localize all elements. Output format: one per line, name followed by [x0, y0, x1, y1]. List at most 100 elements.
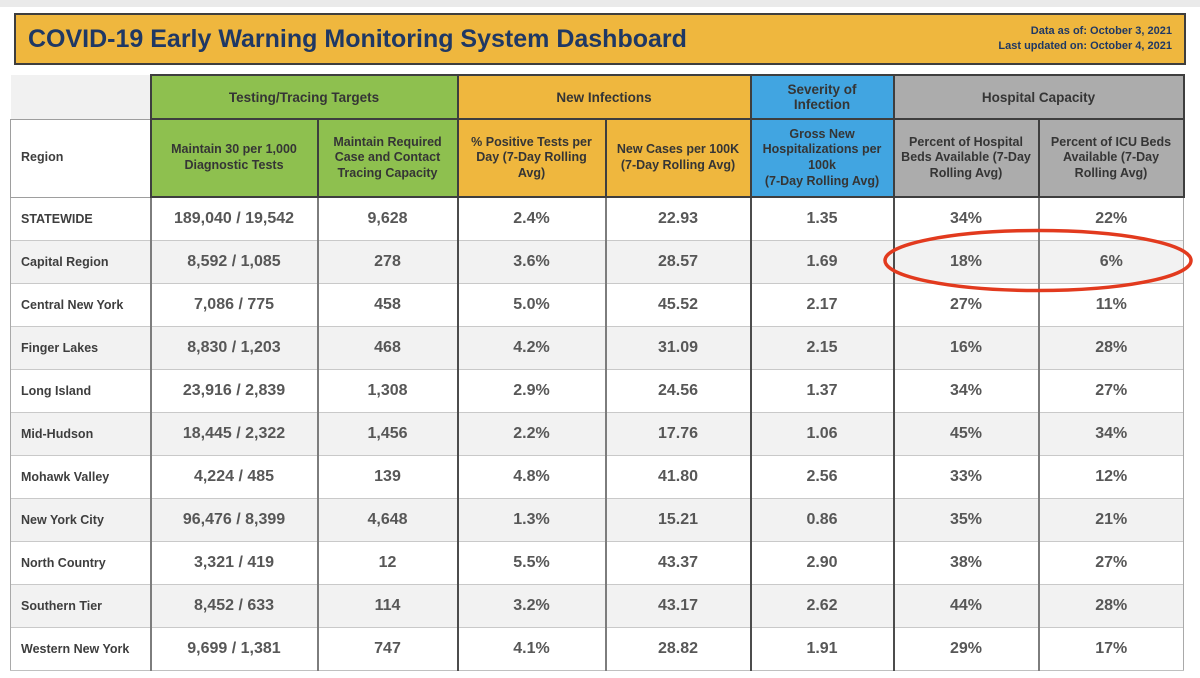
- data-cell: 45.52: [604, 282, 751, 326]
- data-cell: 12: [316, 540, 458, 584]
- table-row-southern-tier: Southern Tier 8,452 / 633 114 3.2% 43.17…: [10, 583, 1185, 627]
- region-cell: Mohawk Valley: [10, 454, 151, 498]
- group-header-row: Testing/Tracing Targets New Infections S…: [10, 74, 1185, 120]
- group-header-hospital-capacity: Hospital Capacity: [892, 74, 1185, 120]
- data-cell: 5.0%: [456, 282, 606, 326]
- date-stamps: Data as of: October 3, 2021 Last updated…: [998, 24, 1172, 55]
- data-cell: 2.4%: [456, 196, 606, 240]
- data-cell: 5.5%: [456, 540, 606, 584]
- group-header-testing-tracing: Testing/Tracing Targets: [149, 74, 459, 120]
- data-cell: 28%: [1037, 325, 1185, 369]
- region-cell: STATEWIDE: [10, 196, 151, 240]
- data-cell: 28.57: [604, 239, 751, 283]
- data-cell: 278: [316, 239, 458, 283]
- data-cell: 38%: [892, 540, 1039, 584]
- group-header-new-infections: New Infections: [456, 74, 752, 120]
- data-cell: 45%: [892, 411, 1039, 455]
- region-cell: North Country: [10, 540, 151, 584]
- data-cell: 2.17: [749, 282, 894, 326]
- data-cell: 27%: [1037, 368, 1185, 412]
- table-row-statewide: STATEWIDE 189,040 / 19,542 9,628 2.4% 22…: [10, 196, 1185, 240]
- data-cell: 15.21: [604, 497, 751, 541]
- group-header-severity: Severity of Infection: [749, 74, 895, 120]
- data-cell: 1.91: [749, 626, 894, 671]
- region-cell: Capital Region: [10, 239, 151, 283]
- data-cell: 44%: [892, 583, 1039, 627]
- data-cell: 4,224 / 485: [149, 454, 318, 498]
- data-cell: 8,830 / 1,203: [149, 325, 318, 369]
- data-cell: 34%: [892, 368, 1039, 412]
- data-cell-circled: 6%: [1037, 239, 1185, 283]
- data-cell: 4,648: [316, 497, 458, 541]
- data-cell: 9,628: [316, 196, 458, 240]
- data-cell: 17.76: [604, 411, 751, 455]
- data-cell: 2.90: [749, 540, 894, 584]
- data-cell: 139: [316, 454, 458, 498]
- data-cell: 21%: [1037, 497, 1185, 541]
- region-cell: Western New York: [10, 626, 151, 671]
- dashboard-table: Testing/Tracing Targets New Infections S…: [10, 74, 1185, 671]
- data-cell: 29%: [892, 626, 1039, 671]
- region-cell: Central New York: [10, 282, 151, 326]
- data-cell: 43.17: [604, 583, 751, 627]
- data-cell: 43.37: [604, 540, 751, 584]
- data-cell: 747: [316, 626, 458, 671]
- column-header-diagnostic-tests: Maintain 30 per 1,000 Diagnostic Tests: [149, 118, 319, 198]
- data-cell: 1.06: [749, 411, 894, 455]
- data-cell: 8,592 / 1,085: [149, 239, 318, 283]
- region-cell: New York City: [10, 497, 151, 541]
- data-cell: 0.86: [749, 497, 894, 541]
- table-row-finger-lakes: Finger Lakes 8,830 / 1,203 468 4.2% 31.0…: [10, 325, 1185, 369]
- data-cell: 2.15: [749, 325, 894, 369]
- data-cell: 16%: [892, 325, 1039, 369]
- column-header-row: Region Maintain 30 per 1,000 Diagnostic …: [10, 118, 1185, 198]
- data-cell: 35%: [892, 497, 1039, 541]
- data-cell: 34%: [1037, 411, 1185, 455]
- data-cell: 1.35: [749, 196, 894, 240]
- table-row-central-new-york: Central New York 7,086 / 775 458 5.0% 45…: [10, 282, 1185, 326]
- data-cell: 24.56: [604, 368, 751, 412]
- data-cell: 96,476 / 8,399: [149, 497, 318, 541]
- table-row-new-york-city: New York City 96,476 / 8,399 4,648 1.3% …: [10, 497, 1185, 541]
- data-cell: 3.2%: [456, 583, 606, 627]
- data-cell: 17%: [1037, 626, 1185, 671]
- data-cell: 4.2%: [456, 325, 606, 369]
- data-cell: 189,040 / 19,542: [149, 196, 318, 240]
- table-row-western-new-york: Western New York 9,699 / 1,381 747 4.1% …: [10, 626, 1185, 671]
- column-header-region: Region: [10, 118, 151, 198]
- region-cell: Southern Tier: [10, 583, 151, 627]
- corner-cell: [10, 75, 151, 119]
- data-cell: 31.09: [604, 325, 751, 369]
- data-cell: 33%: [892, 454, 1039, 498]
- data-cell: 41.80: [604, 454, 751, 498]
- title-banner: COVID-19 Early Warning Monitoring System…: [14, 13, 1186, 65]
- data-cell: 4.1%: [456, 626, 606, 671]
- data-cell: 27%: [892, 282, 1039, 326]
- data-cell: 18,445 / 2,322: [149, 411, 318, 455]
- data-cell: 27%: [1037, 540, 1185, 584]
- table-row-long-island: Long Island 23,916 / 2,839 1,308 2.9% 24…: [10, 368, 1185, 412]
- table-row-capital-region: Capital Region 8,592 / 1,085 278 3.6% 28…: [10, 239, 1185, 283]
- column-header-hospitalizations: Gross New Hospitalizations per 100k (7-D…: [749, 118, 895, 198]
- data-cell: 468: [316, 325, 458, 369]
- data-cell: 1,456: [316, 411, 458, 455]
- data-cell: 22.93: [604, 196, 751, 240]
- table-row-north-country: North Country 3,321 / 419 12 5.5% 43.37 …: [10, 540, 1185, 584]
- data-cell: 9,699 / 1,381: [149, 626, 318, 671]
- data-cell: 23,916 / 2,839: [149, 368, 318, 412]
- data-cell: 2.2%: [456, 411, 606, 455]
- data-cell: 1.37: [749, 368, 894, 412]
- data-cell: 12%: [1037, 454, 1185, 498]
- top-strip: [0, 0, 1200, 7]
- data-cell: 1.3%: [456, 497, 606, 541]
- data-cell: 3,321 / 419: [149, 540, 318, 584]
- data-cell-circled: 18%: [892, 239, 1039, 283]
- column-header-tracing-capacity: Maintain Required Case and Contact Traci…: [316, 118, 459, 198]
- data-cell: 1.69: [749, 239, 894, 283]
- data-cell: 3.6%: [456, 239, 606, 283]
- region-cell: Finger Lakes: [10, 325, 151, 369]
- data-cell: 2.62: [749, 583, 894, 627]
- data-cell: 8,452 / 633: [149, 583, 318, 627]
- last-updated-label: Last updated on: October 4, 2021: [998, 40, 1172, 52]
